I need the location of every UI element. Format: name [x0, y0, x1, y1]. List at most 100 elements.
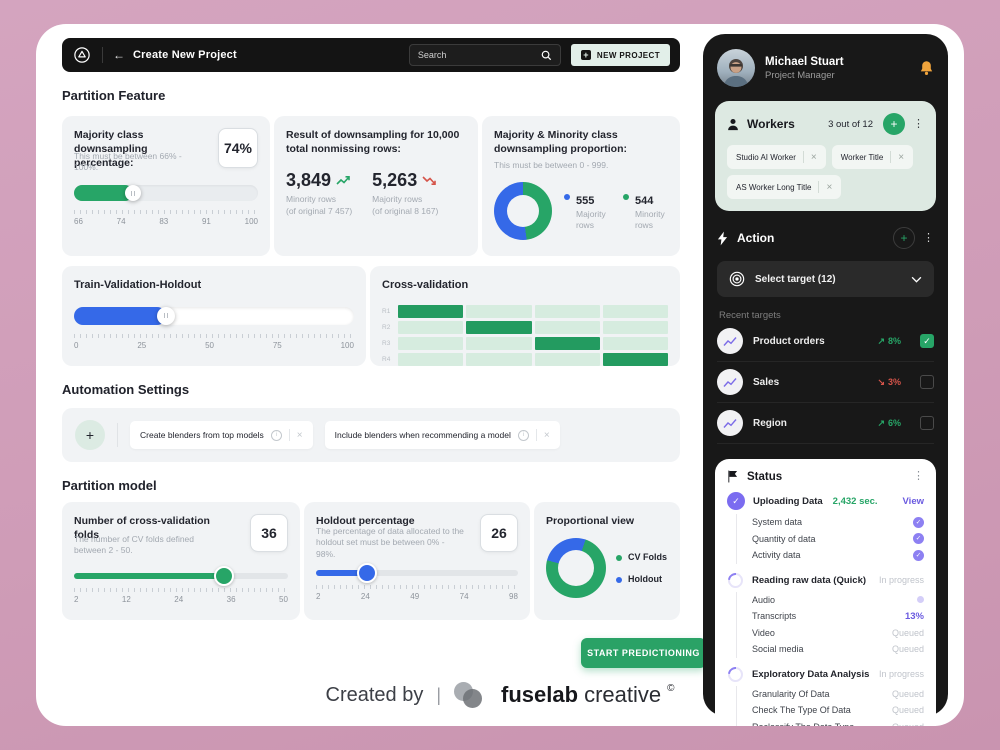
close-icon[interactable]: × — [826, 181, 833, 193]
status-card: Status ⋮ ✓ Uploading Data 2,432 sec. Vie… — [715, 459, 936, 726]
holdout-slider[interactable] — [316, 563, 518, 584]
close-icon[interactable]: × — [810, 151, 817, 163]
close-icon[interactable]: × — [296, 429, 303, 441]
partition-feature-heading: Partition Feature — [62, 88, 166, 103]
worker-chip: Worker Title × — [831, 145, 914, 169]
start-predictioning-button[interactable]: START PREDICTIONING — [581, 638, 706, 668]
divider — [288, 429, 290, 441]
majority-value: 5,263 — [372, 170, 418, 191]
slider-ruler — [316, 585, 518, 590]
legend-majority: 555 Majority rows — [564, 191, 609, 231]
back-button[interactable]: ← — [113, 48, 125, 62]
slider-handle[interactable] — [213, 565, 234, 586]
folds-slider[interactable] — [74, 565, 288, 586]
holdout-value-input[interactable]: 26 — [480, 514, 518, 552]
chart-line-icon — [717, 328, 743, 354]
status-subitem: System data ✓ — [752, 514, 924, 531]
status-subitem: Transcripts 13% — [752, 610, 924, 622]
trend-up-badge: ↗ 6% — [877, 417, 901, 429]
folds-value-input[interactable]: 36 — [250, 514, 288, 552]
workers-title: Workers — [747, 117, 795, 131]
slider-handle[interactable] — [356, 563, 377, 584]
add-worker-button[interactable]: + — [883, 113, 905, 135]
legend-dot-blue — [616, 577, 622, 584]
info-icon[interactable]: i — [517, 429, 529, 441]
new-project-button[interactable]: + NEW PROJECT — [570, 44, 670, 66]
chip-label: Studio AI Worker — [736, 152, 796, 162]
check-icon: ✓ — [913, 549, 924, 561]
proportion-donut-chart — [494, 181, 552, 240]
queued-label: Queued — [891, 688, 924, 699]
checkbox-unchecked[interactable] — [920, 416, 934, 430]
check-icon: ✓ — [913, 516, 924, 528]
status-subitem: Reclassify The Data Type Queued — [752, 719, 924, 726]
avatar[interactable] — [717, 49, 755, 87]
close-icon[interactable]: × — [898, 151, 905, 163]
app-logo-icon[interactable] — [72, 45, 92, 65]
status-menu-icon[interactable]: ⋮ — [913, 470, 924, 482]
slider-fill — [74, 185, 133, 202]
target-row-sales[interactable]: Sales ↘ 3% — [717, 362, 934, 403]
status-subitems: System data ✓ Quantity of data ✓ Activit… — [736, 514, 924, 564]
train-validation-holdout-card: Train-Validation-Holdout 0 25 50 75 100 — [62, 266, 366, 366]
divider — [890, 151, 892, 163]
search-field[interactable] — [417, 50, 541, 60]
downsampling-slider[interactable] — [74, 185, 258, 202]
target-row-region[interactable]: Region ↗ 6% — [717, 403, 934, 444]
card-title: Cross-validation — [382, 279, 469, 291]
add-action-button[interactable]: + — [893, 227, 915, 249]
cross-validation-card: Cross-validation R1 R2 R3 R4 — [370, 266, 680, 366]
target-label: Product orders — [753, 335, 825, 347]
status-subitem: Social media Queued — [752, 644, 924, 655]
check-circle-icon: ✓ — [727, 492, 745, 510]
target-label: Region — [753, 417, 787, 429]
minority-value: 3,849 — [286, 170, 332, 191]
slider-handle[interactable] — [124, 185, 141, 202]
slider-ticks: 2 24 49 74 98 — [316, 592, 518, 602]
chip-label: Worker Title — [840, 152, 884, 162]
search-input[interactable] — [408, 44, 561, 66]
checkbox-checked[interactable]: ✓ — [920, 334, 934, 348]
workers-count: 3 out of 12 — [828, 118, 873, 130]
close-icon[interactable]: × — [543, 429, 550, 441]
add-blender-button[interactable]: + — [75, 420, 105, 450]
slider-handle[interactable] — [157, 306, 176, 325]
downsampling-value-input[interactable]: 74% — [218, 128, 258, 168]
workers-menu-icon[interactable]: ⋮ — [913, 117, 924, 130]
automation-settings-card: + Create blenders from top models i × In… — [62, 408, 680, 462]
status-group-reading: Reading raw data (Quick) In progress — [724, 569, 924, 591]
search-icon — [541, 50, 552, 61]
cv-folds-card: Number of cross-validation folds 36 The … — [62, 502, 300, 620]
status-subitem: Check The Type Of Data Queued — [752, 705, 924, 716]
divider — [802, 151, 804, 163]
card-title: Train-Validation-Holdout — [74, 279, 202, 291]
trend-down-icon — [422, 175, 437, 186]
footer-credit: Created by | fuselab creative © — [36, 682, 964, 708]
status-subitems: Audio Transcripts 13% Video Queued Socia… — [736, 591, 924, 658]
target-icon — [729, 271, 745, 287]
chevron-down-icon — [911, 276, 922, 283]
legend-dot-green — [616, 555, 622, 562]
card-description: The number of CV folds defined between 2… — [74, 534, 195, 556]
recent-targets-label: Recent targets — [719, 310, 781, 321]
divider — [102, 47, 103, 63]
legend-cv-folds: CV Folds — [616, 552, 667, 562]
queued-label: Queued — [891, 644, 924, 655]
card-title: Majority & Minority class downsampling p… — [494, 129, 627, 156]
flag-icon — [727, 470, 738, 483]
info-icon[interactable]: i — [270, 429, 282, 441]
minority-stat: 3,849 Minority rows (of original 7 457) — [286, 170, 352, 217]
checkbox-unchecked[interactable] — [920, 375, 934, 389]
tvh-slider[interactable] — [74, 306, 354, 325]
in-progress-label: In progress — [878, 669, 924, 679]
notification-bell-icon[interactable] — [919, 60, 934, 76]
slider-fill — [316, 570, 367, 577]
target-row-product-orders[interactable]: Product orders ↗ 8% ✓ — [717, 321, 934, 362]
fuselab-logo-icon — [454, 682, 488, 708]
action-menu-icon[interactable]: ⋮ — [923, 231, 934, 244]
chart-line-icon — [717, 369, 743, 395]
divider — [535, 429, 537, 441]
select-target-dropdown[interactable]: Select target (12) — [717, 261, 934, 297]
card-title: Number of cross-validation folds — [74, 515, 210, 542]
view-link[interactable]: View — [902, 495, 924, 507]
